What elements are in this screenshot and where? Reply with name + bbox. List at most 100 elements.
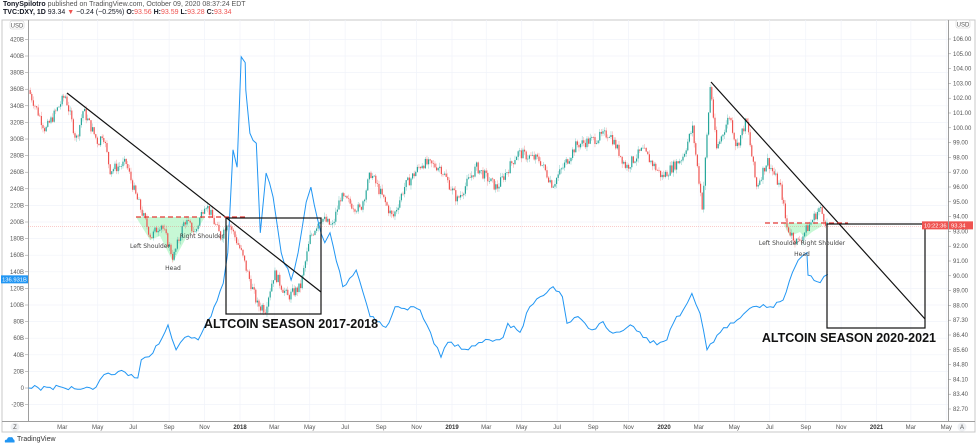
trendline-2017[interactable] — [66, 92, 322, 293]
candle-body — [405, 180, 407, 188]
candle-body — [67, 105, 70, 112]
time-tick-label: May — [516, 425, 527, 431]
candle-body — [463, 193, 465, 196]
candle-body — [111, 171, 113, 175]
candle-body — [426, 158, 428, 165]
zoom-reset-button[interactable]: Z — [10, 422, 20, 432]
candle-body — [746, 118, 748, 122]
candle-body — [163, 228, 166, 230]
left-axis[interactable]: 420B 400B 380B 360B 340B 320B 300B 280B 260B 240B… — [10, 37, 28, 409]
season-box-2020[interactable] — [826, 223, 926, 329]
candle-body — [58, 106, 60, 108]
symbol-name[interactable]: TVC:DXY, 1D — [3, 9, 46, 16]
candle-body — [763, 167, 766, 172]
candle-body — [400, 193, 402, 201]
candle-body — [226, 225, 228, 231]
time-tick-label: Mar — [694, 425, 704, 431]
left-tick-label: 0 — [21, 386, 25, 392]
candle-body — [264, 312, 266, 314]
candle-body — [786, 218, 788, 228]
candle-body — [717, 143, 719, 149]
candle-body — [549, 180, 551, 183]
candle-body — [603, 130, 606, 132]
left-tick-label: 140B — [10, 270, 24, 276]
candle-body — [631, 156, 633, 168]
time-axis[interactable]: Mar May Jul Sep Nov 2018 Mar May Jul Sep Nov 2019 Ma… — [57, 425, 952, 431]
candle-body — [280, 285, 282, 290]
candle-body — [383, 194, 385, 198]
auto-scale-button[interactable]: A — [957, 422, 967, 432]
candle-body — [315, 228, 318, 231]
candle-body — [117, 166, 119, 172]
candle-body — [187, 220, 190, 221]
candle-body — [554, 183, 556, 187]
candle-body — [231, 226, 233, 230]
season-box-2017[interactable] — [225, 217, 322, 315]
head-label-2017: Head — [165, 265, 181, 272]
candle-body — [562, 167, 564, 169]
candle-body — [461, 195, 463, 196]
candle-body — [360, 206, 362, 210]
candle-body — [408, 177, 410, 186]
candle-body — [83, 109, 86, 112]
candle-body — [736, 142, 738, 147]
candle-body — [464, 186, 466, 194]
time-tick-label: Nov — [836, 425, 847, 431]
candle-body — [656, 170, 658, 171]
candle-body — [571, 149, 574, 158]
candle-body — [579, 143, 582, 148]
candle-body — [149, 234, 151, 238]
left-tick-label: 280B — [10, 154, 24, 160]
candle-body — [375, 175, 377, 184]
candle-body — [675, 161, 678, 170]
time-tick-label: Nov — [623, 425, 634, 431]
candle-body — [696, 154, 698, 167]
candle-body — [792, 232, 794, 241]
candle-body — [495, 184, 497, 190]
right-tick-label: 85.60 — [953, 348, 969, 354]
candle-body — [703, 185, 705, 210]
candle-body — [666, 171, 668, 177]
candle-body — [519, 150, 521, 152]
candle-body — [799, 239, 801, 241]
candle-body — [79, 125, 81, 137]
left-tick-label: 360B — [10, 87, 24, 93]
candle-body — [399, 200, 401, 208]
candle-body — [493, 179, 495, 190]
time-tick-label: Mar — [269, 425, 279, 431]
publisher-name[interactable]: TonySpilotro — [3, 1, 46, 8]
symbol-legend: TVC:DXY, 1D 93.34 ▼ −0.24 (−0.25%) O:93.… — [3, 9, 232, 16]
candle-body — [619, 155, 622, 157]
candle-body — [37, 107, 39, 116]
candle-body — [242, 249, 244, 256]
candle-body — [813, 213, 815, 221]
candle-body — [747, 121, 750, 133]
candle-body — [800, 240, 802, 242]
left-tick-label: 320B — [10, 120, 24, 126]
right-currency-badge[interactable]: USD — [955, 19, 971, 28]
tradingview-logo[interactable]: TradingView — [4, 436, 56, 443]
candle-body — [200, 211, 202, 218]
candle-body — [442, 174, 444, 175]
candle-body — [512, 163, 514, 165]
time-tick-label: Sep — [800, 425, 811, 431]
candle-body — [706, 134, 708, 158]
candle-body — [765, 165, 767, 172]
candle-body — [119, 166, 121, 167]
left-tick-label: 20B — [13, 369, 24, 375]
right-axis[interactable]: 106.00 105.00 104.00 103.00 102.00 101.00 100.… — [948, 37, 972, 413]
candle-body — [632, 156, 634, 163]
candle-body — [301, 275, 303, 289]
candle-body — [365, 190, 367, 200]
candle-body — [239, 244, 241, 249]
candle-body — [296, 287, 298, 292]
candle-body — [547, 177, 550, 183]
candle-body — [808, 224, 810, 232]
trendline-2020[interactable] — [710, 81, 926, 320]
head-label-2020: Head — [794, 251, 810, 258]
left-currency-badge[interactable]: USD — [9, 20, 25, 29]
candle-body — [394, 211, 396, 217]
candle-body — [168, 244, 170, 247]
candle-body — [125, 158, 127, 165]
